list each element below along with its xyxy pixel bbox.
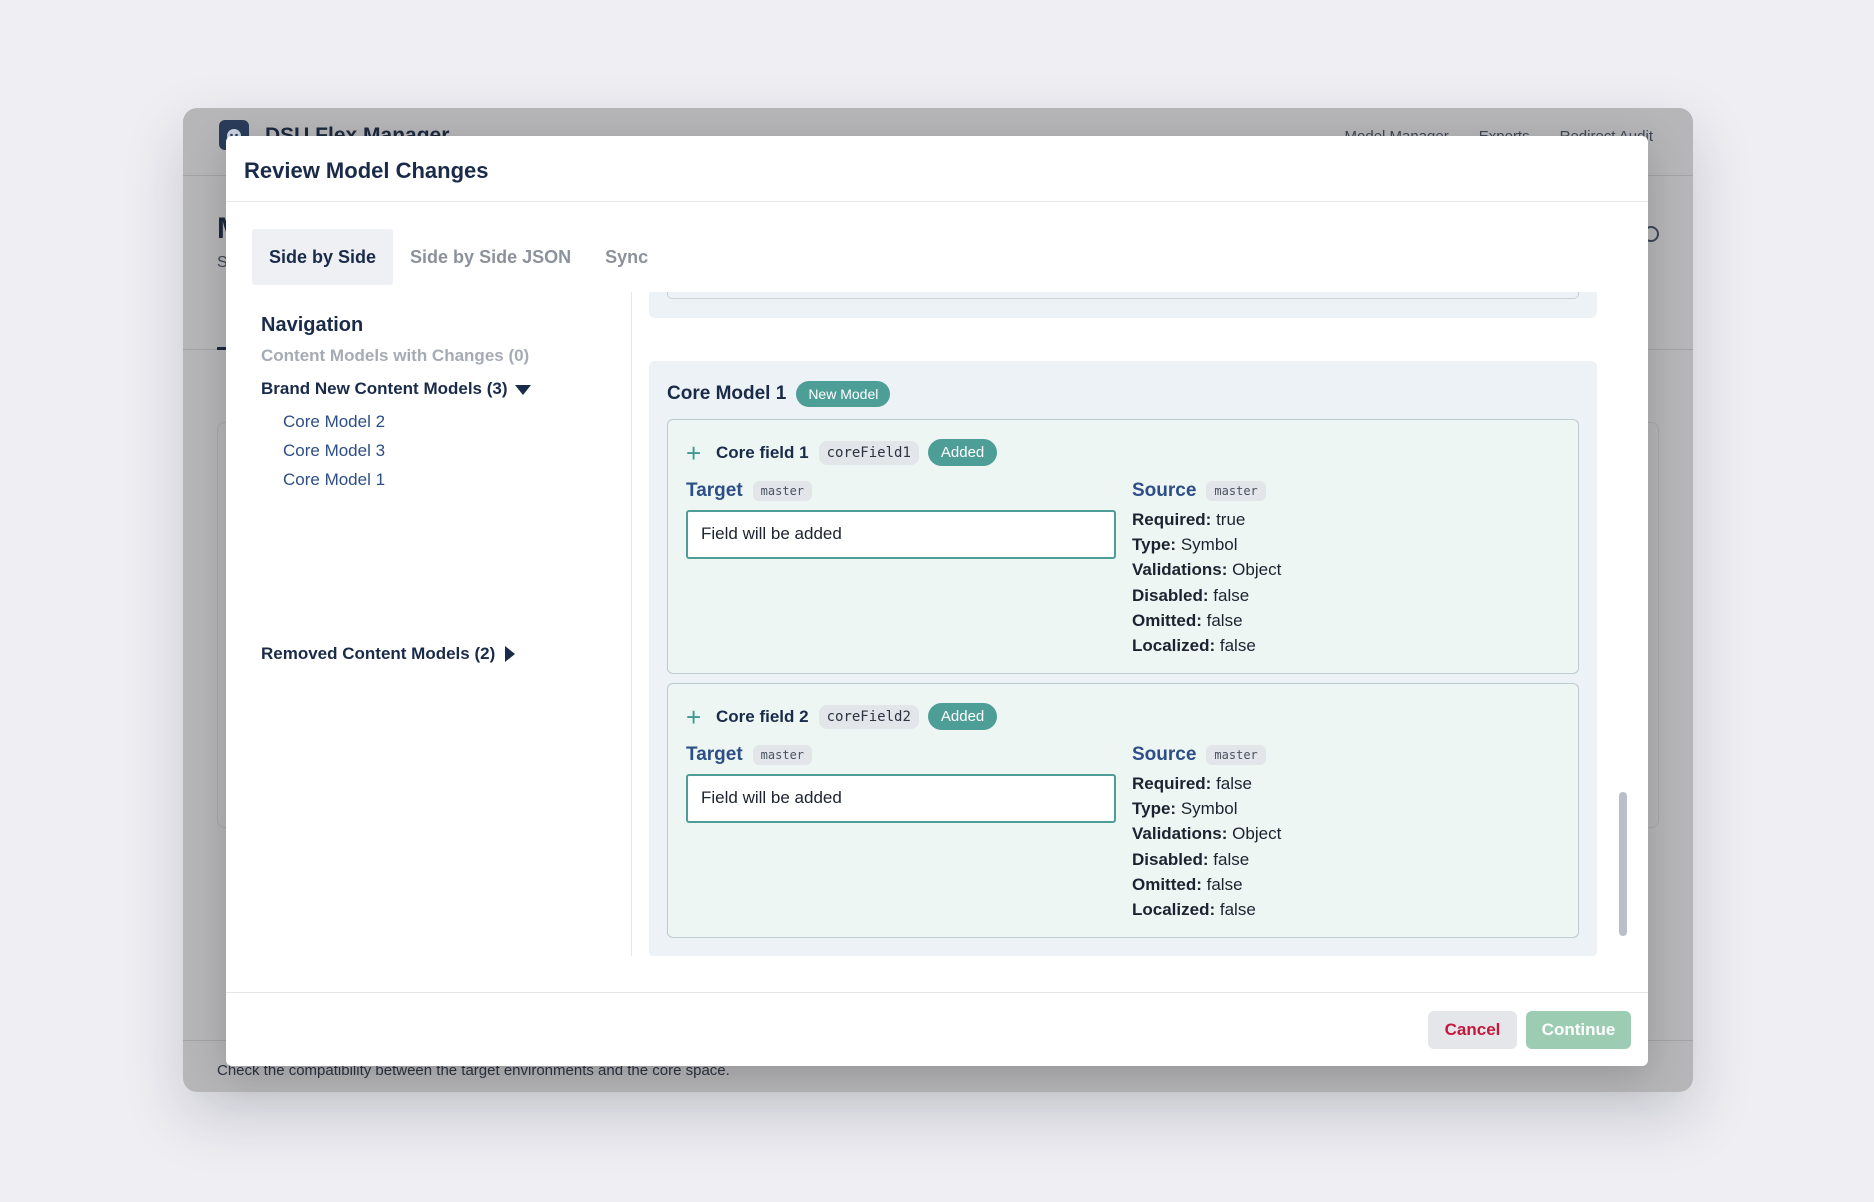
target-status-box: Field will be added <box>686 774 1116 823</box>
prop-type: Type: Symbol <box>1132 535 1238 555</box>
tab-side-by-side-json[interactable]: Side by Side JSON <box>410 246 572 267</box>
prop-validations: Validations: Object <box>1132 560 1282 580</box>
source-label: Source master <box>1132 480 1266 502</box>
target-label: Target master <box>686 480 813 502</box>
model-name: Core Model 1 <box>667 383 787 404</box>
source-label-text: Source <box>1132 480 1197 501</box>
nav-removed-label: Removed Content Models (2) <box>261 644 496 663</box>
previous-field-card <box>667 292 1579 299</box>
field-card: + Core field 1 coreField1 Added Target m… <box>667 419 1579 674</box>
added-badge: Added <box>927 439 998 466</box>
plus-icon: + <box>686 701 702 732</box>
prop-required: Required: false <box>1132 774 1252 793</box>
modal-header: Review Model Changes <box>226 136 1648 202</box>
modal-tabs: Side by Side Side by Side JSON Sync <box>252 229 665 285</box>
navigation-panel: Navigation Content Models with Changes (… <box>226 292 632 956</box>
field-name: Core field 2 <box>716 706 809 726</box>
modal-title: Review Model Changes <box>244 158 489 183</box>
tab-side-by-side[interactable]: Side by Side <box>252 229 394 285</box>
nav-brand-new-content-models[interactable]: Brand New Content Models (3) <box>261 379 531 399</box>
new-model-badge: New Model <box>796 381 891 407</box>
navigation-heading: Navigation <box>261 314 364 336</box>
previous-model-card <box>649 292 1597 318</box>
review-model-changes-modal: Review Model Changes Side by Side Side b… <box>226 136 1648 1066</box>
source-env-chip: master <box>1206 745 1266 765</box>
prop-required: Required: true <box>1132 510 1246 529</box>
continue-button[interactable]: Continue <box>1526 1011 1631 1049</box>
model-title: Core Model 1 New Model <box>667 381 891 407</box>
target-env-chip: master <box>752 481 813 501</box>
field-id-chip: coreField2 <box>818 704 919 729</box>
modal-footer: Cancel Continue <box>226 992 1648 1066</box>
target-status-box: Field will be added <box>686 510 1116 559</box>
prop-disabled: Disabled: false <box>1132 849 1250 869</box>
target-env-chip: master <box>752 745 813 765</box>
added-badge: Added <box>927 703 998 730</box>
field-header: + Core field 2 coreField2 Added <box>686 701 998 732</box>
nav-item-core-model-3[interactable]: Core Model 3 <box>283 441 386 460</box>
prop-omitted: Omitted: false <box>1132 610 1243 630</box>
app-footer-text: Check the compatibility between the targ… <box>217 1062 730 1079</box>
caret-right-icon <box>505 646 516 662</box>
source-properties: Required: true Type: Symbol Validations:… <box>1132 510 1281 661</box>
source-label: Source master <box>1132 744 1266 766</box>
nav-brand-new-label: Brand New Content Models (3) <box>261 379 508 398</box>
source-label-text: Source <box>1132 744 1197 765</box>
source-env-chip: master <box>1206 481 1266 501</box>
tab-sync[interactable]: Sync <box>605 246 649 267</box>
prop-localized: Localized: false <box>1132 635 1256 655</box>
nav-item-core-model-1[interactable]: Core Model 1 <box>283 470 386 489</box>
prop-disabled: Disabled: false <box>1132 585 1250 605</box>
prop-validations: Validations: Object <box>1132 824 1282 844</box>
nav-brand-new-list: Core Model 2 Core Model 3 Core Model 1 <box>283 412 385 499</box>
field-header: + Core field 1 coreField1 Added <box>686 437 998 468</box>
nav-content-models-with-changes[interactable]: Content Models with Changes (0) <box>261 346 530 365</box>
content-scrollbar[interactable] <box>1615 292 1631 956</box>
nav-item-core-model-2[interactable]: Core Model 2 <box>283 412 386 431</box>
prop-localized: Localized: false <box>1132 899 1256 919</box>
target-label: Target master <box>686 744 813 766</box>
model-card: Core Model 1 New Model + Core field 1 co… <box>649 361 1597 956</box>
source-properties: Required: false Type: Symbol Validations… <box>1132 774 1281 925</box>
target-label-text: Target <box>686 480 743 501</box>
plus-icon: + <box>686 437 702 468</box>
cancel-button[interactable]: Cancel <box>1428 1011 1517 1049</box>
model-diff-content: Core Model 1 New Model + Core field 1 co… <box>633 292 1648 956</box>
prop-type: Type: Symbol <box>1132 799 1238 819</box>
scrollbar-thumb[interactable] <box>1619 792 1627 936</box>
target-label-text: Target <box>686 744 743 765</box>
field-id-chip: coreField1 <box>818 440 919 465</box>
caret-down-icon <box>514 385 531 395</box>
field-name: Core field 1 <box>716 442 809 462</box>
app-page-subtitle: S <box>217 254 228 271</box>
prop-omitted: Omitted: false <box>1132 874 1243 894</box>
nav-removed-content-models[interactable]: Removed Content Models (2) <box>261 644 516 664</box>
field-card: + Core field 2 coreField2 Added Target m… <box>667 683 1579 938</box>
